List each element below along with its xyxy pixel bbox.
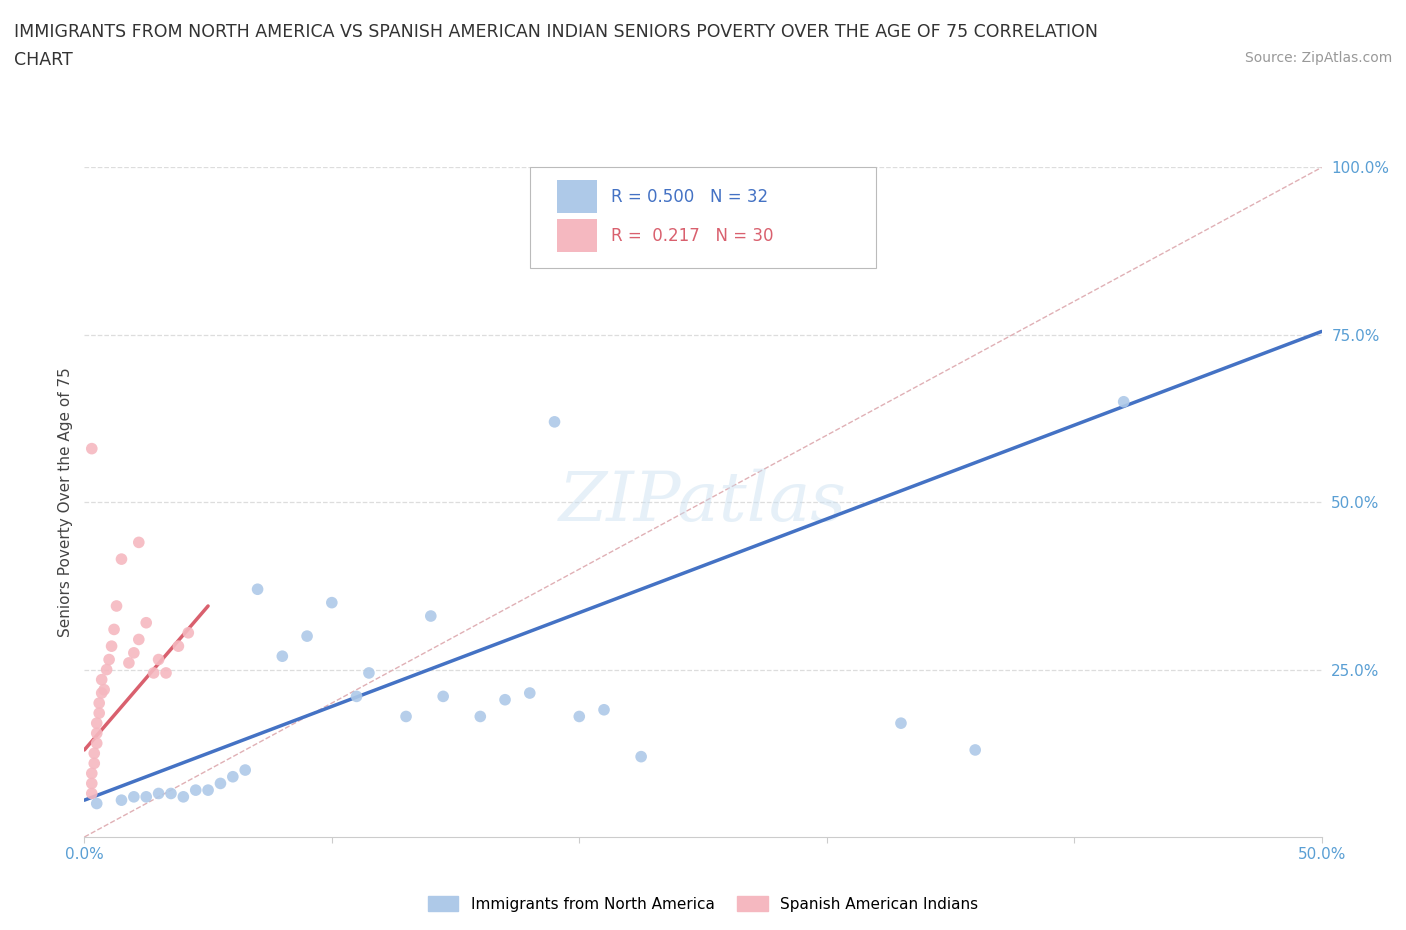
Point — [321, 595, 343, 610]
Bar — [557, 219, 596, 252]
Text: Source: ZipAtlas.com: Source: ZipAtlas.com — [1244, 51, 1392, 65]
Point — [110, 551, 132, 566]
Bar — [557, 179, 596, 213]
Point — [90, 672, 112, 687]
Point — [142, 666, 165, 681]
Point — [96, 662, 118, 677]
Point — [419, 608, 441, 623]
Point — [470, 709, 492, 724]
Point — [346, 689, 368, 704]
Point — [135, 790, 157, 804]
Point — [167, 639, 190, 654]
FancyBboxPatch shape — [530, 167, 876, 268]
Point — [105, 599, 128, 614]
Point — [122, 645, 145, 660]
Point — [122, 790, 145, 804]
Point — [80, 441, 103, 456]
Point — [246, 582, 269, 597]
Point — [172, 790, 194, 804]
Point — [93, 683, 115, 698]
Point — [98, 652, 121, 667]
Point — [357, 666, 380, 681]
Point — [233, 763, 256, 777]
Point — [494, 692, 516, 707]
Point — [295, 629, 318, 644]
Y-axis label: Seniors Poverty Over the Age of 75: Seniors Poverty Over the Age of 75 — [58, 367, 73, 637]
Point — [965, 742, 987, 757]
Point — [890, 716, 912, 731]
Point — [271, 649, 294, 664]
Point — [395, 709, 418, 724]
Point — [155, 666, 177, 681]
Point — [128, 535, 150, 550]
Legend: Immigrants from North America, Spanish American Indians: Immigrants from North America, Spanish A… — [422, 889, 984, 918]
Point — [519, 685, 541, 700]
Point — [160, 786, 183, 801]
Point — [89, 696, 111, 711]
Point — [100, 639, 122, 654]
Point — [110, 792, 132, 807]
Point — [197, 783, 219, 798]
Point — [209, 776, 232, 790]
Point — [1112, 394, 1135, 409]
Text: CHART: CHART — [14, 51, 73, 69]
Text: ZIPatlas: ZIPatlas — [560, 469, 846, 536]
Point — [89, 706, 111, 721]
Point — [118, 656, 141, 671]
Point — [630, 750, 652, 764]
Text: R = 0.500   N = 32: R = 0.500 N = 32 — [612, 188, 769, 206]
Point — [568, 709, 591, 724]
Point — [593, 702, 616, 717]
Point — [86, 796, 108, 811]
Point — [86, 725, 108, 740]
Point — [432, 689, 454, 704]
Point — [86, 716, 108, 731]
Point — [86, 736, 108, 751]
Point — [83, 756, 105, 771]
Text: R =  0.217   N = 30: R = 0.217 N = 30 — [612, 227, 773, 245]
Point — [177, 625, 200, 640]
Point — [80, 776, 103, 790]
Point — [222, 769, 245, 784]
Text: IMMIGRANTS FROM NORTH AMERICA VS SPANISH AMERICAN INDIAN SENIORS POVERTY OVER TH: IMMIGRANTS FROM NORTH AMERICA VS SPANISH… — [14, 23, 1098, 41]
Point — [148, 652, 170, 667]
Point — [80, 786, 103, 801]
Point — [83, 746, 105, 761]
Point — [80, 766, 103, 781]
Point — [128, 632, 150, 647]
Point — [90, 685, 112, 700]
Point — [135, 616, 157, 631]
Point — [148, 786, 170, 801]
Point — [103, 622, 125, 637]
Point — [741, 206, 763, 221]
Point — [184, 783, 207, 798]
Point — [543, 415, 565, 430]
